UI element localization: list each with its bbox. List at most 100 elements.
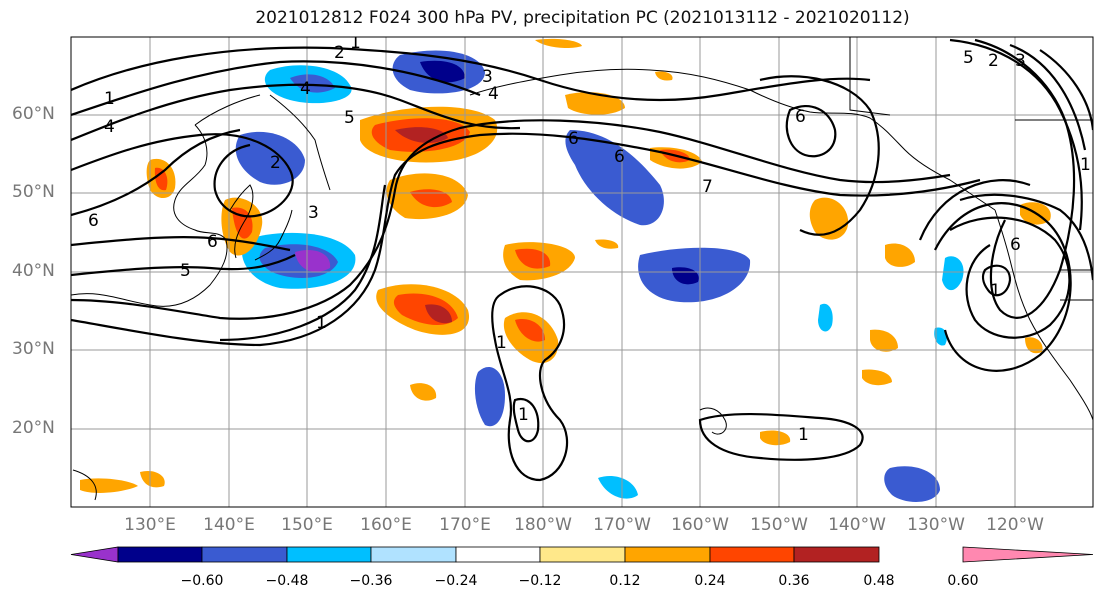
precip-region [535,38,582,48]
colorbar-tick-label: −0.48 [265,573,309,589]
lon-label: 180°W [514,515,572,535]
colorbar-tick-label: −0.36 [349,573,393,589]
contour-label: 5 [963,48,974,68]
lon-label: 150°W [750,515,808,535]
lon-label: 160°W [671,515,729,535]
colorbar [70,546,1094,563]
contour-label: 4 [104,117,115,137]
precip-region [410,189,452,208]
map-frame [70,36,1094,508]
colorbar-tick-label: 0.60 [947,573,979,589]
lat-label: 20°N [12,418,55,438]
colorbar-swatch [117,546,203,563]
colorbar-tick-label: 0.12 [609,573,641,589]
precip-region [154,167,168,191]
contour-label: 6 [614,147,625,167]
colorbar-swatch [624,546,711,563]
contour-label: 1 [1080,155,1091,175]
contour-label: 6 [207,232,218,252]
precip-region [655,71,673,81]
contour-label: 2 [270,153,281,173]
precip-region [474,366,505,427]
precip-region [884,466,940,502]
colorbar-swatch [201,546,288,563]
lat-label: 60°N [12,104,55,124]
contour-label: 2 [988,51,999,71]
colorbar-tick-label: 0.48 [863,573,895,589]
lon-label: 140°W [828,515,886,535]
precip-region [425,304,452,324]
precip-region [1025,337,1043,354]
contour-label: 2 [334,43,345,63]
colorbar-swatch [962,546,1094,563]
lon-label: 130°E [124,515,176,535]
contour-label: 1 [104,89,115,109]
contour-label: 1 [518,405,529,425]
precip-region [515,248,551,269]
precip-region [885,243,915,267]
precip-region [410,383,437,401]
lon-label: 150°E [281,515,333,535]
coastlines [71,37,1093,501]
contour-label: 1 [316,313,327,333]
contour-label: 3 [1015,51,1026,71]
contour-label: 1 [990,281,1001,301]
lon-label: 120°W [986,515,1044,535]
pv-contours [71,38,1093,482]
graticule [71,37,1093,507]
precip-region [420,60,465,83]
colorbar-tick-label: −0.12 [518,573,562,589]
lon-label: 170°W [593,515,651,535]
precip-region [942,256,964,291]
precip-region [870,329,898,352]
precip-region [598,475,638,499]
colorbar-tick-label: 0.24 [694,573,726,589]
contour-label: 6 [1010,235,1021,255]
colorbar-swatch [539,546,626,563]
precip-region [760,430,791,446]
colorbar-swatch [70,546,119,563]
contour-label: 5 [344,108,355,128]
contour-label: 3 [482,67,493,87]
contour-label: 1 [496,333,507,353]
colorbar-swatch [455,546,541,563]
lon-label: 160°E [360,515,412,535]
precip-region [818,303,833,332]
contour-label: 6 [568,129,579,149]
contour-label: 5 [180,261,191,281]
colorbar-tick-label: −0.60 [180,573,224,589]
precip-region [290,74,335,93]
precip-region [565,92,625,115]
lat-label: 50°N [12,182,55,202]
colorbar-swatch [370,546,457,563]
figure-title: 2021012812 F024 300 hPa PV, precipitatio… [255,8,910,28]
colorbar-tick-label: −0.24 [434,573,478,589]
precip-region [934,327,947,346]
colorbar-swatch [793,546,880,563]
colorbar-swatch [709,546,795,563]
contour-label: 4 [300,79,311,99]
precip-region [140,470,165,488]
precip-region [295,249,331,272]
lon-label: 130°W [907,515,965,535]
lon-label: 170°E [439,515,491,535]
precip-region [515,319,545,342]
contour-label: 1 [798,425,809,445]
contour-label: 4 [488,84,499,104]
contour-label: 7 [702,177,713,197]
precip-region [80,478,138,493]
contour-label: 3 [308,203,319,223]
precip-region [565,130,664,226]
lat-label: 30°N [12,339,55,359]
precip-region [595,239,619,249]
contour-label: 6 [795,107,806,127]
contour-label: 1 [350,33,361,53]
precip-region [862,369,892,386]
lon-label: 140°E [203,515,255,535]
precip-region [235,131,305,185]
contour-labels: 1 2 3 4 4 1 4 5 6 2 3 6 5 1 1 1 6 6 7 6 … [88,33,1091,445]
contour-label: 6 [88,211,99,231]
colorbar-swatch [286,546,372,563]
lat-label: 40°N [12,261,55,281]
